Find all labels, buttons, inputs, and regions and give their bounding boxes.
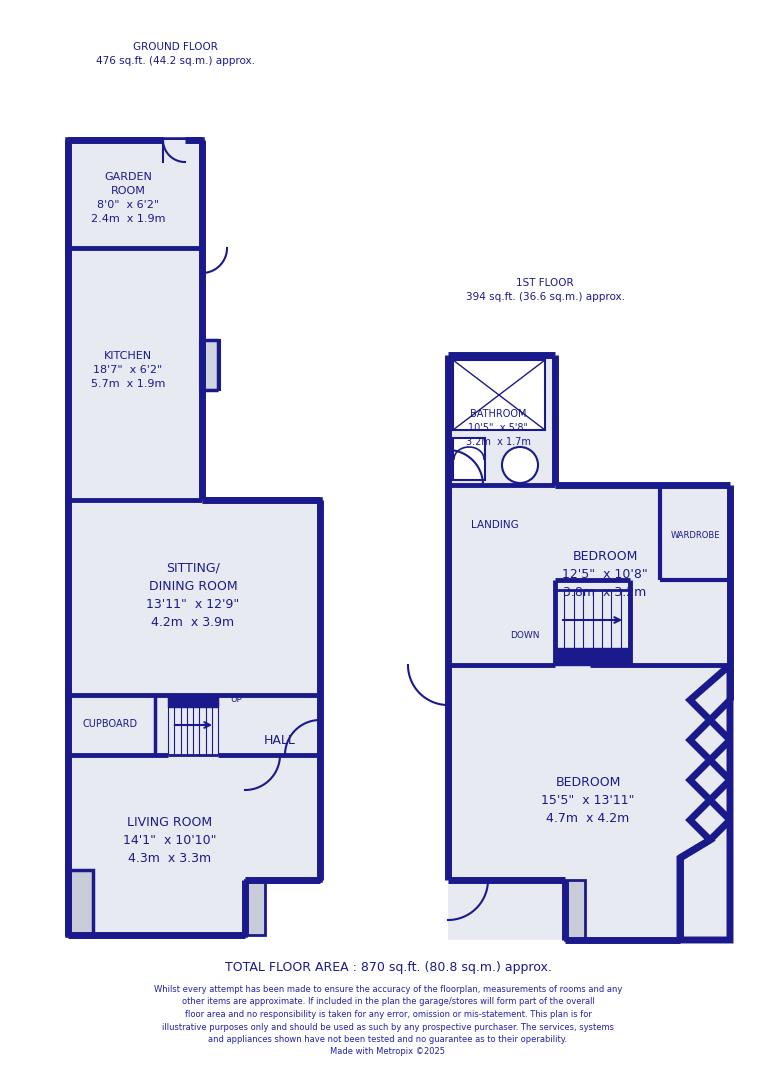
Polygon shape [448, 665, 730, 940]
Bar [565, 880, 585, 940]
Polygon shape [448, 355, 555, 485]
Text: UP: UP [230, 696, 242, 704]
Text: Whilst every attempt has been made to ensure the accuracy of the floorplan, meas: Whilst every attempt has been made to en… [154, 985, 622, 1056]
Text: KITCHEN
18'7"  x 6'2"
5.7m  x 1.9m: KITCHEN 18'7" x 6'2" 5.7m x 1.9m [91, 351, 165, 389]
Polygon shape [680, 665, 730, 940]
Polygon shape [68, 696, 320, 755]
Circle shape [502, 447, 538, 483]
Text: 1ST FLOOR
394 sq.ft. (36.6 sq.m.) approx.: 1ST FLOOR 394 sq.ft. (36.6 sq.m.) approx… [466, 278, 625, 302]
Text: BATHROOM
10'5"  x 5'8"
3.2m  x 1.7m: BATHROOM 10'5" x 5'8" 3.2m x 1.7m [466, 409, 531, 447]
Text: LANDING: LANDING [471, 519, 519, 530]
Polygon shape [68, 755, 320, 935]
Bar [245, 880, 265, 935]
Polygon shape [555, 648, 630, 665]
Polygon shape [68, 248, 202, 500]
Text: WARDROBE: WARDROBE [670, 530, 720, 540]
Text: TOTAL FLOOR AREA : 870 sq.ft. (80.8 sq.m.) approx.: TOTAL FLOOR AREA : 870 sq.ft. (80.8 sq.m… [224, 961, 552, 974]
Polygon shape [68, 140, 202, 248]
Polygon shape [453, 438, 485, 480]
Polygon shape [68, 870, 93, 935]
Text: BEDROOM
15'5"  x 13'11"
4.7m  x 4.2m: BEDROOM 15'5" x 13'11" 4.7m x 4.2m [541, 775, 635, 824]
Text: SITTING/
DINING ROOM
13'11"  x 12'9"
4.2m  x 3.9m: SITTING/ DINING ROOM 13'11" x 12'9" 4.2m… [147, 562, 240, 629]
Polygon shape [448, 485, 730, 665]
Bar [68, 140, 202, 248]
Polygon shape [448, 665, 730, 940]
Polygon shape [68, 140, 320, 935]
Text: LIVING ROOM
14'1"  x 10'10"
4.3m  x 3.3m: LIVING ROOM 14'1" x 10'10" 4.3m x 3.3m [123, 815, 217, 864]
Polygon shape [168, 696, 218, 707]
Text: DOWN: DOWN [510, 631, 539, 639]
Polygon shape [453, 360, 545, 430]
Text: GROUND FLOOR
476 sq.ft. (44.2 sq.m.) approx.: GROUND FLOOR 476 sq.ft. (44.2 sq.m.) app… [95, 42, 255, 66]
Text: GARDEN
ROOM
8'0"  x 6'2"
2.4m  x 1.9m: GARDEN ROOM 8'0" x 6'2" 2.4m x 1.9m [91, 172, 165, 224]
Text: HALL: HALL [264, 733, 296, 746]
Polygon shape [68, 500, 320, 696]
Text: CUPBOARD: CUPBOARD [82, 719, 137, 729]
Text: BEDROOM
12'5"  x 10'8"
3.8m  x 3.2m: BEDROOM 12'5" x 10'8" 3.8m x 3.2m [562, 551, 648, 599]
Bar [200, 340, 220, 390]
